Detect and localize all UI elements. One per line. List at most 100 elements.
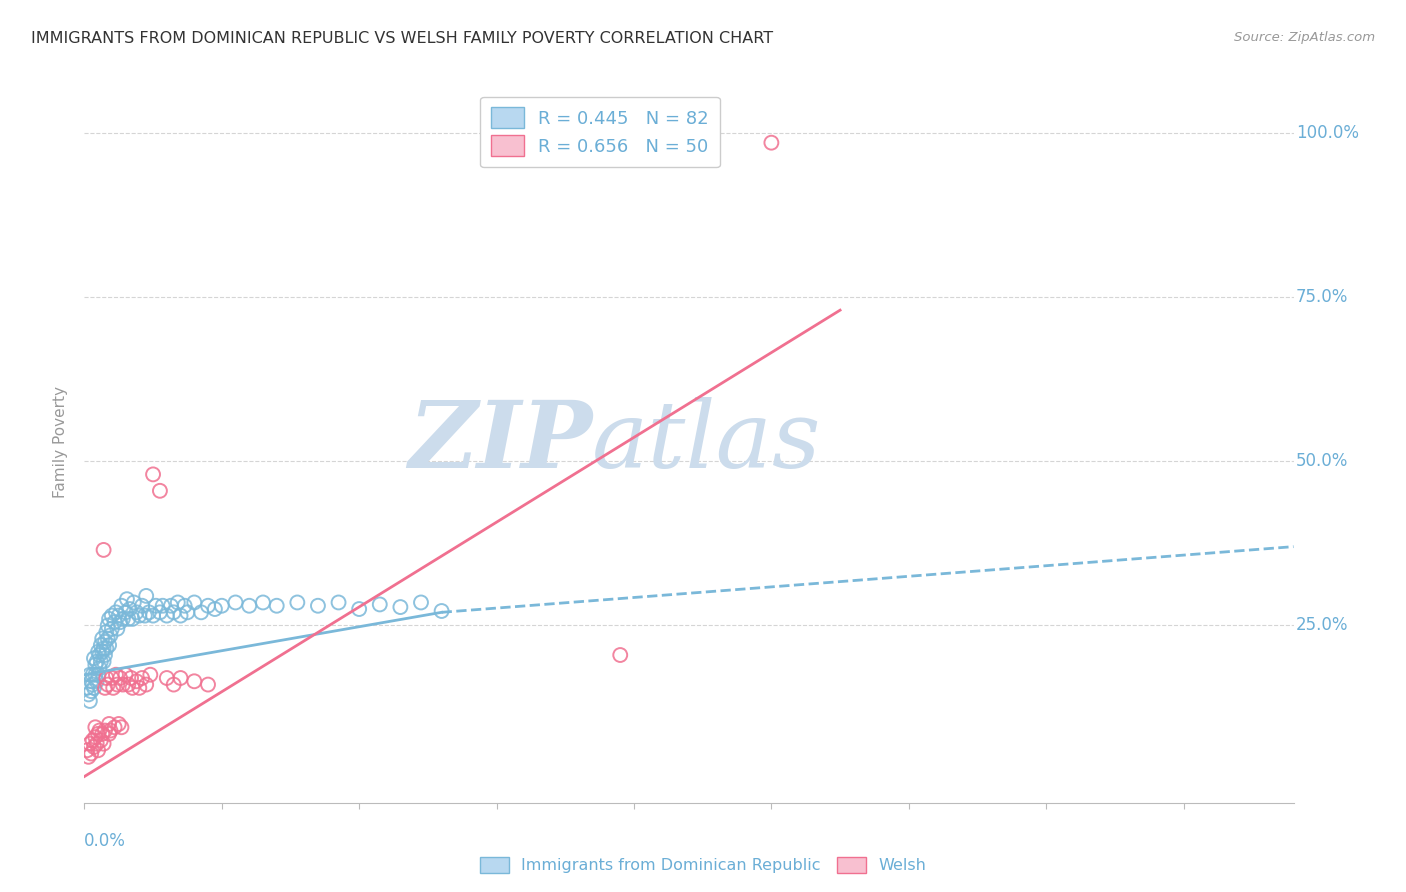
Point xyxy=(83,739,105,754)
Point xyxy=(197,599,219,613)
Point xyxy=(163,677,186,691)
Point xyxy=(87,667,110,681)
Text: 50.0%: 50.0% xyxy=(1296,452,1348,470)
Point xyxy=(110,599,132,613)
Point xyxy=(82,677,104,691)
Text: IMMIGRANTS FROM DOMINICAN REPUBLIC VS WELSH FAMILY POVERTY CORRELATION CHART: IMMIGRANTS FROM DOMINICAN REPUBLIC VS WE… xyxy=(31,31,773,46)
Point xyxy=(173,599,195,613)
Point xyxy=(84,730,107,744)
Point xyxy=(190,605,212,619)
Point xyxy=(125,674,148,689)
Point xyxy=(76,681,98,695)
Point xyxy=(87,645,110,659)
Point xyxy=(409,595,432,609)
Point xyxy=(80,747,103,761)
Point xyxy=(86,674,108,689)
Point xyxy=(128,608,150,623)
Point xyxy=(183,674,205,689)
Point xyxy=(285,595,308,609)
Point xyxy=(80,674,103,689)
Point xyxy=(156,671,179,685)
Point xyxy=(107,608,129,623)
Point xyxy=(111,612,134,626)
Point xyxy=(79,694,101,708)
Point xyxy=(98,727,121,741)
Point xyxy=(91,632,114,646)
Point xyxy=(79,667,101,681)
Point xyxy=(80,684,103,698)
Point xyxy=(101,671,124,685)
Point xyxy=(163,605,186,619)
Point xyxy=(96,671,118,685)
Point xyxy=(169,608,191,623)
Point xyxy=(114,605,136,619)
Point xyxy=(98,612,121,626)
Point xyxy=(238,599,260,613)
Point xyxy=(368,598,391,612)
Point xyxy=(197,677,219,691)
Point xyxy=(97,618,120,632)
Point xyxy=(90,733,112,747)
Point xyxy=(183,595,205,609)
Point xyxy=(104,667,127,681)
Point xyxy=(89,648,111,662)
Text: ZIP: ZIP xyxy=(408,397,592,486)
Point xyxy=(83,651,105,665)
Point xyxy=(328,595,350,609)
Point xyxy=(104,605,127,619)
Point xyxy=(266,599,288,613)
Point xyxy=(117,612,139,626)
Point xyxy=(166,595,188,609)
Point xyxy=(307,599,329,613)
Point xyxy=(93,641,115,656)
Point xyxy=(107,717,129,731)
Point xyxy=(87,743,110,757)
Point xyxy=(120,671,142,685)
Point xyxy=(77,687,100,701)
Point xyxy=(156,608,179,623)
Point xyxy=(97,677,120,691)
Point xyxy=(225,595,247,609)
Point xyxy=(103,681,125,695)
Point xyxy=(79,737,101,751)
Point xyxy=(90,638,112,652)
Point xyxy=(128,681,150,695)
Point xyxy=(115,592,138,607)
Point xyxy=(347,602,370,616)
Point xyxy=(101,622,124,636)
Point xyxy=(160,599,183,613)
Point xyxy=(149,605,172,619)
Text: 75.0%: 75.0% xyxy=(1296,288,1348,306)
Point xyxy=(117,677,139,691)
Point xyxy=(125,605,148,619)
Point xyxy=(204,602,226,616)
Point xyxy=(139,667,162,681)
Point xyxy=(211,599,233,613)
Text: 100.0%: 100.0% xyxy=(1296,124,1360,142)
Point xyxy=(86,655,108,669)
Point xyxy=(131,671,153,685)
Point xyxy=(82,667,104,681)
Point xyxy=(98,638,121,652)
Point xyxy=(94,648,117,662)
Point xyxy=(89,661,111,675)
Point xyxy=(96,625,118,640)
Point xyxy=(609,648,631,662)
Point xyxy=(84,720,107,734)
Point xyxy=(152,599,174,613)
Point xyxy=(93,737,115,751)
Point xyxy=(93,655,115,669)
Point xyxy=(252,595,274,609)
Point xyxy=(118,602,141,616)
Point xyxy=(104,720,127,734)
Point xyxy=(101,608,124,623)
Point xyxy=(93,542,115,557)
Point xyxy=(114,667,136,681)
Point xyxy=(135,589,157,603)
Point xyxy=(111,677,134,691)
Point xyxy=(176,605,198,619)
Point xyxy=(100,628,122,642)
Point xyxy=(96,641,118,656)
Text: 25.0%: 25.0% xyxy=(1296,616,1348,634)
Legend: R = 0.445   N = 82, R = 0.656   N = 50: R = 0.445 N = 82, R = 0.656 N = 50 xyxy=(481,96,720,167)
